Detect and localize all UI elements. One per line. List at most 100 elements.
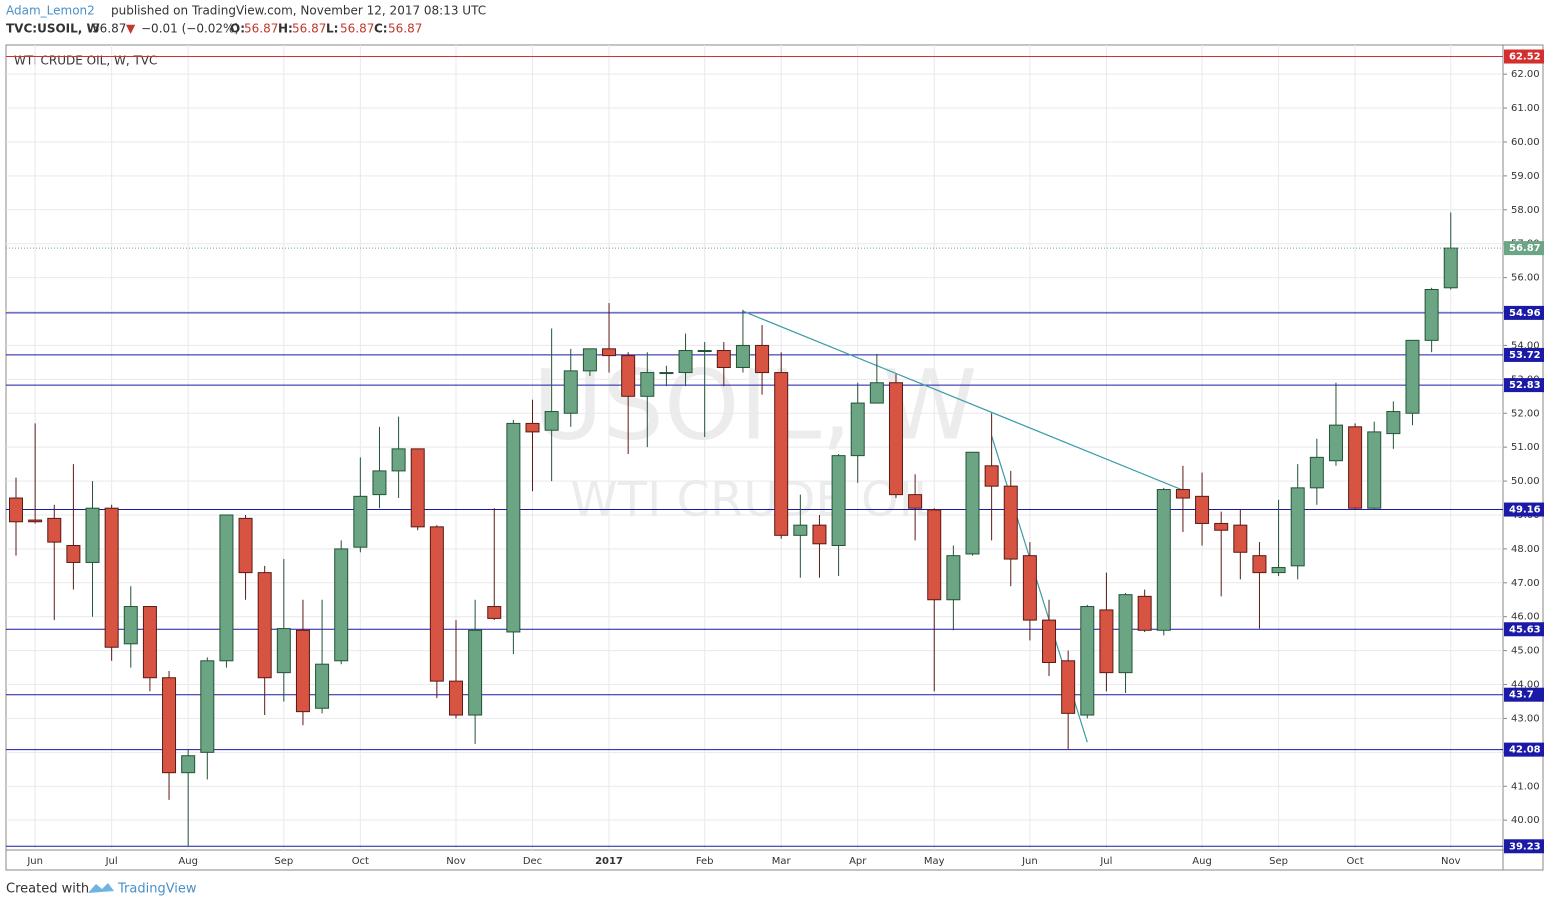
footer-brand[interactable]: TradingView <box>117 882 197 897</box>
candle-body <box>525 422 540 433</box>
candle-body <box>908 494 923 509</box>
candle-body <box>1424 288 1439 341</box>
candle-body <box>9 497 23 523</box>
candle-body <box>831 455 846 546</box>
candle-body <box>1080 606 1095 716</box>
trend-line <box>742 310 1184 491</box>
y-tick-label: 40.00 <box>1511 815 1540 826</box>
candle-body <box>487 606 502 619</box>
candle-body <box>1367 431 1382 509</box>
level-label-box <box>1504 378 1544 393</box>
candle-body <box>1214 522 1229 531</box>
candle-body <box>869 382 884 404</box>
candle-body <box>1328 424 1343 462</box>
candle-body <box>410 448 425 528</box>
x-tick-label: Mar <box>772 856 792 867</box>
candle-body <box>353 495 368 548</box>
y-tick-label: 52.00 <box>1511 408 1540 419</box>
candle-body <box>774 372 789 536</box>
change-arrow: ▼ <box>126 22 136 36</box>
level-label-box <box>1504 687 1544 702</box>
candle-body <box>1175 489 1190 499</box>
candle-body <box>276 628 291 674</box>
candle-body <box>28 519 43 523</box>
last-price-label: 56.87 <box>1509 243 1541 254</box>
y-tick-label: 59.00 <box>1511 171 1540 182</box>
x-tick-label: Oct <box>352 856 369 867</box>
candle-body <box>257 572 272 679</box>
ohlc-key: H: <box>278 22 293 36</box>
candle-body <box>448 680 463 716</box>
candle-body <box>1443 247 1458 289</box>
grid <box>6 45 1503 850</box>
candle-body <box>1003 485 1018 560</box>
candle-body <box>563 370 578 414</box>
candle-body <box>927 509 942 601</box>
candle-body <box>1271 567 1286 574</box>
x-tick-label: Nov <box>446 856 466 867</box>
level-label-box <box>1504 742 1544 757</box>
candle-body <box>142 606 157 679</box>
x-tick-label: Aug <box>178 856 198 867</box>
author[interactable]: Adam_Lemon2 <box>6 4 95 18</box>
level-label: 52.83 <box>1509 380 1541 391</box>
x-tick-label: Jun <box>1021 856 1038 867</box>
y-tick-label: 50.00 <box>1511 476 1540 487</box>
candle-body <box>429 526 444 682</box>
y-tick-label: 47.00 <box>1511 578 1540 589</box>
candle-body <box>1290 487 1305 567</box>
level-label: 62.52 <box>1509 52 1541 63</box>
candle-body <box>1099 609 1114 674</box>
candle-body <box>181 755 196 774</box>
candle-body <box>984 465 999 487</box>
candle-body <box>888 382 903 496</box>
level-label-box <box>1504 305 1544 320</box>
candle-body <box>1118 594 1133 674</box>
x-tick-label: Jul <box>105 856 118 867</box>
watermark-name: WTI CRUDE OIL <box>570 472 940 528</box>
level-label-box <box>1504 622 1544 637</box>
candle-body <box>582 348 597 372</box>
level-label-box <box>1504 502 1544 517</box>
y-tick-label: 41.00 <box>1511 781 1540 792</box>
footer-created: Created with <box>6 882 89 897</box>
ohlc-key: O: <box>230 22 245 36</box>
candle-body <box>1022 555 1037 621</box>
ohlc-key: C: <box>374 22 388 36</box>
candle-body <box>1252 555 1267 574</box>
candle-body <box>1137 595 1152 631</box>
x-tick-label: Apr <box>849 856 867 867</box>
candle-body <box>755 344 770 374</box>
candle-body <box>123 606 138 645</box>
level-label-box <box>1504 347 1544 362</box>
ohlc-value: 56.87 <box>340 22 374 36</box>
candle-body <box>1042 619 1057 663</box>
y-tick-label: 46.00 <box>1511 612 1540 623</box>
x-tick-label: Jul <box>1099 856 1112 867</box>
candle-body <box>621 355 636 397</box>
candle-body <box>315 663 330 709</box>
level-label: 53.72 <box>1509 350 1541 361</box>
x-tick-label: Oct <box>1346 856 1363 867</box>
candle-body <box>238 517 253 574</box>
x-tick-label: May <box>924 856 945 867</box>
level-label: 45.63 <box>1509 624 1541 635</box>
candle-body <box>1156 489 1171 631</box>
x-tick-label: 2017 <box>595 856 623 867</box>
candle-body <box>812 524 827 545</box>
ohlc-key: L: <box>326 22 338 36</box>
candle-body <box>965 451 980 555</box>
candle-body <box>1233 524 1248 553</box>
y-tick-label: 62.00 <box>1511 69 1540 80</box>
y-tick-label: 54.00 <box>1511 340 1540 351</box>
candle-body <box>468 629 483 716</box>
candle-body <box>1195 495 1210 524</box>
candle-body <box>793 524 808 536</box>
candle-body <box>162 677 177 774</box>
level-label: 43.7 <box>1509 690 1534 701</box>
x-tick-label: Jun <box>26 856 43 867</box>
y-tick-label: 43.00 <box>1511 713 1540 724</box>
level-label: 54.96 <box>1509 308 1541 319</box>
